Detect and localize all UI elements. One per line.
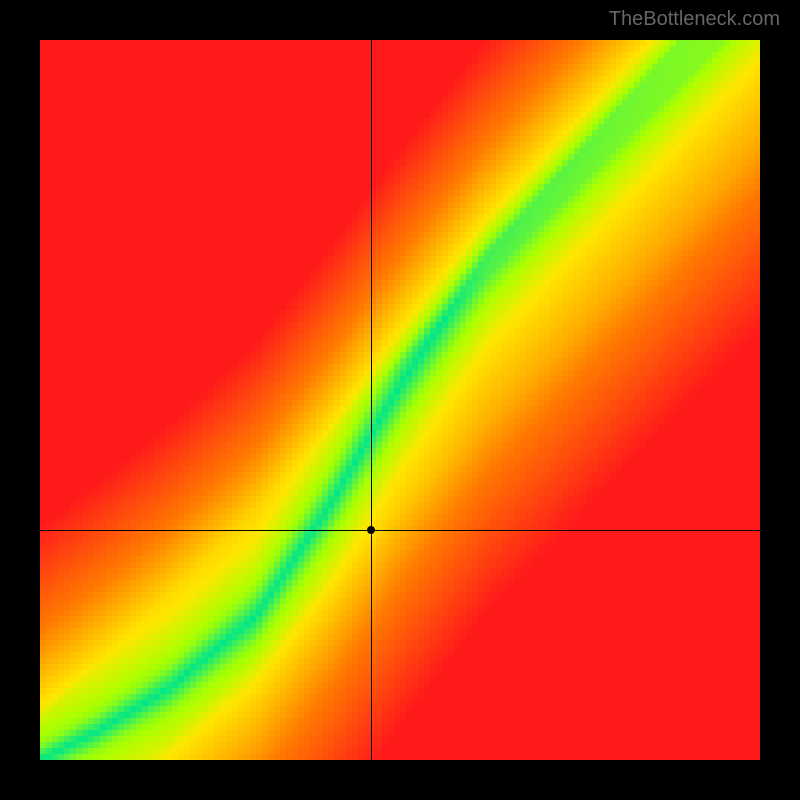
crosshair-horizontal [40,530,760,531]
watermark-text: TheBottleneck.com [609,8,780,31]
crosshair-vertical [371,40,372,760]
heatmap-canvas [40,40,760,760]
marker-dot [367,526,375,534]
heatmap-chart [40,40,760,760]
